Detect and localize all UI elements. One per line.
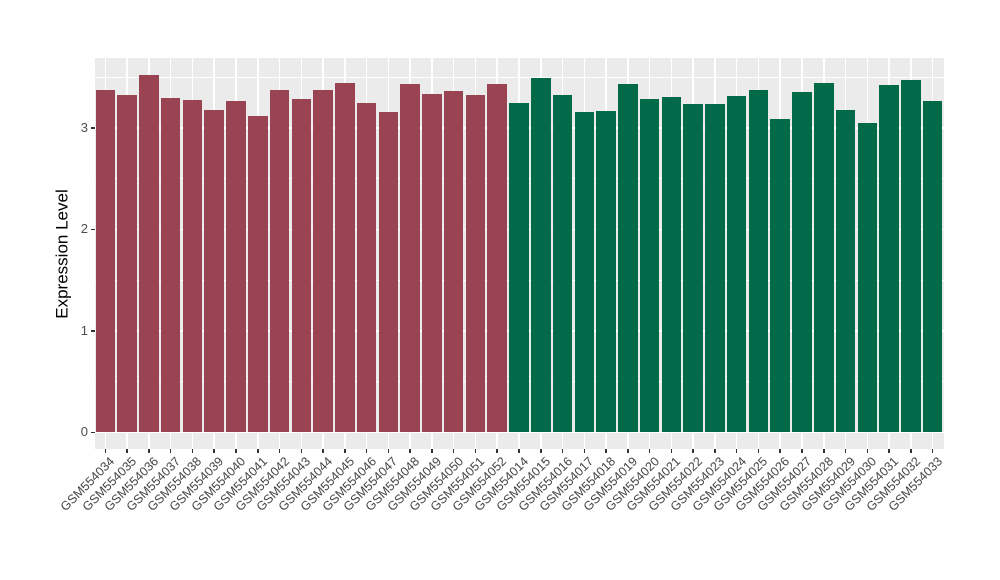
x-tick-mark xyxy=(670,449,673,453)
bar-GSM554020 xyxy=(639,99,660,433)
x-tick-mark xyxy=(735,449,738,453)
bar-GSM554014 xyxy=(509,103,529,433)
x-tick-mark xyxy=(322,449,324,453)
bar-GSM554035 xyxy=(117,95,137,433)
y-tick-label: 0 xyxy=(80,424,88,440)
x-tick-mark xyxy=(235,449,237,453)
x-tick-mark xyxy=(300,449,303,453)
bar-GSM554026 xyxy=(770,118,790,433)
x-tick-mark xyxy=(148,449,150,453)
x-tick-mark xyxy=(496,449,499,453)
x-tick-mark xyxy=(888,449,890,453)
x-tick-mark xyxy=(931,449,934,453)
bar-GSM554041 xyxy=(247,115,268,433)
bar-GSM554029 xyxy=(835,109,856,433)
x-tick-mark xyxy=(169,449,172,453)
bar-GSM554034 xyxy=(95,90,116,433)
bar-GSM554022 xyxy=(683,104,703,433)
x-tick-mark xyxy=(757,449,760,453)
plot-panel xyxy=(94,58,944,449)
y-axis-title-text: Expression Level xyxy=(53,188,72,319)
bar-GSM554051 xyxy=(465,95,486,433)
bar-GSM554040 xyxy=(226,101,246,433)
bar-GSM554052 xyxy=(487,84,507,433)
x-tick-mark xyxy=(539,449,542,453)
x-tick-mark xyxy=(191,449,194,453)
bar-GSM554045 xyxy=(335,83,355,433)
bar-GSM554027 xyxy=(792,92,812,433)
x-tick-mark xyxy=(409,449,411,453)
bar-GSM554046 xyxy=(356,103,377,433)
bar-GSM554028 xyxy=(813,83,834,433)
bar-GSM554033 xyxy=(922,101,943,433)
bar-GSM554021 xyxy=(661,97,682,433)
x-tick-mark xyxy=(692,449,694,453)
bar-GSM554025 xyxy=(748,90,769,433)
y-tick-mark xyxy=(90,431,95,434)
x-tick-mark xyxy=(344,449,346,453)
x-tick-mark xyxy=(714,449,716,453)
bar-GSM554044 xyxy=(313,90,333,433)
bar-GSM554038 xyxy=(182,100,203,433)
bar-GSM554024 xyxy=(726,96,747,433)
x-tick-mark xyxy=(648,449,651,453)
bar-GSM554031 xyxy=(879,85,899,433)
x-tick-mark xyxy=(431,449,433,453)
x-tick-mark xyxy=(278,449,281,453)
bar-GSM554042 xyxy=(269,90,290,433)
x-tick-mark xyxy=(910,449,912,453)
y-tick-label: 1 xyxy=(80,322,88,338)
x-tick-mark xyxy=(104,449,107,453)
x-tick-mark xyxy=(213,449,216,453)
x-tick-mark xyxy=(627,449,629,453)
x-tick-mark xyxy=(844,449,847,453)
bar-GSM554048 xyxy=(400,84,420,433)
x-tick-mark xyxy=(583,449,586,453)
bar-GSM554015 xyxy=(530,78,551,433)
x-tick-mark xyxy=(605,449,607,453)
x-tick-mark xyxy=(452,449,455,453)
bar-GSM554030 xyxy=(857,122,878,433)
bar-GSM554049 xyxy=(422,94,442,433)
bar-GSM554017 xyxy=(574,111,595,433)
bar-GSM554036 xyxy=(139,75,159,433)
bar-GSM554023 xyxy=(705,104,725,433)
bar-GSM554050 xyxy=(443,91,464,433)
x-tick-mark xyxy=(256,449,259,453)
bar-GSM554043 xyxy=(291,99,312,433)
y-tick-mark xyxy=(90,228,95,231)
bar-GSM554039 xyxy=(204,109,224,433)
bar-GSM554016 xyxy=(552,95,573,433)
x-tick-mark xyxy=(126,449,128,453)
bar-GSM554018 xyxy=(596,110,616,433)
y-tick-label: 2 xyxy=(80,221,88,237)
x-tick-mark xyxy=(866,449,869,453)
x-tick-mark xyxy=(365,449,368,453)
x-tick-mark xyxy=(474,449,477,453)
x-tick-mark xyxy=(779,449,782,453)
bar-GSM554032 xyxy=(901,80,921,433)
bar-GSM554047 xyxy=(378,111,399,433)
y-tick-label: 3 xyxy=(80,119,88,135)
y-tick-mark xyxy=(90,330,95,332)
x-tick-mark xyxy=(387,449,390,453)
y-axis-title: Expression Level xyxy=(45,58,81,449)
x-tick-mark xyxy=(561,449,564,453)
x-tick-mark xyxy=(822,449,825,453)
bar-GSM554037 xyxy=(160,98,181,433)
x-tick-mark xyxy=(518,449,520,453)
y-tick-mark xyxy=(90,127,95,129)
x-tick-mark xyxy=(801,449,803,453)
bar-GSM554019 xyxy=(618,84,638,433)
